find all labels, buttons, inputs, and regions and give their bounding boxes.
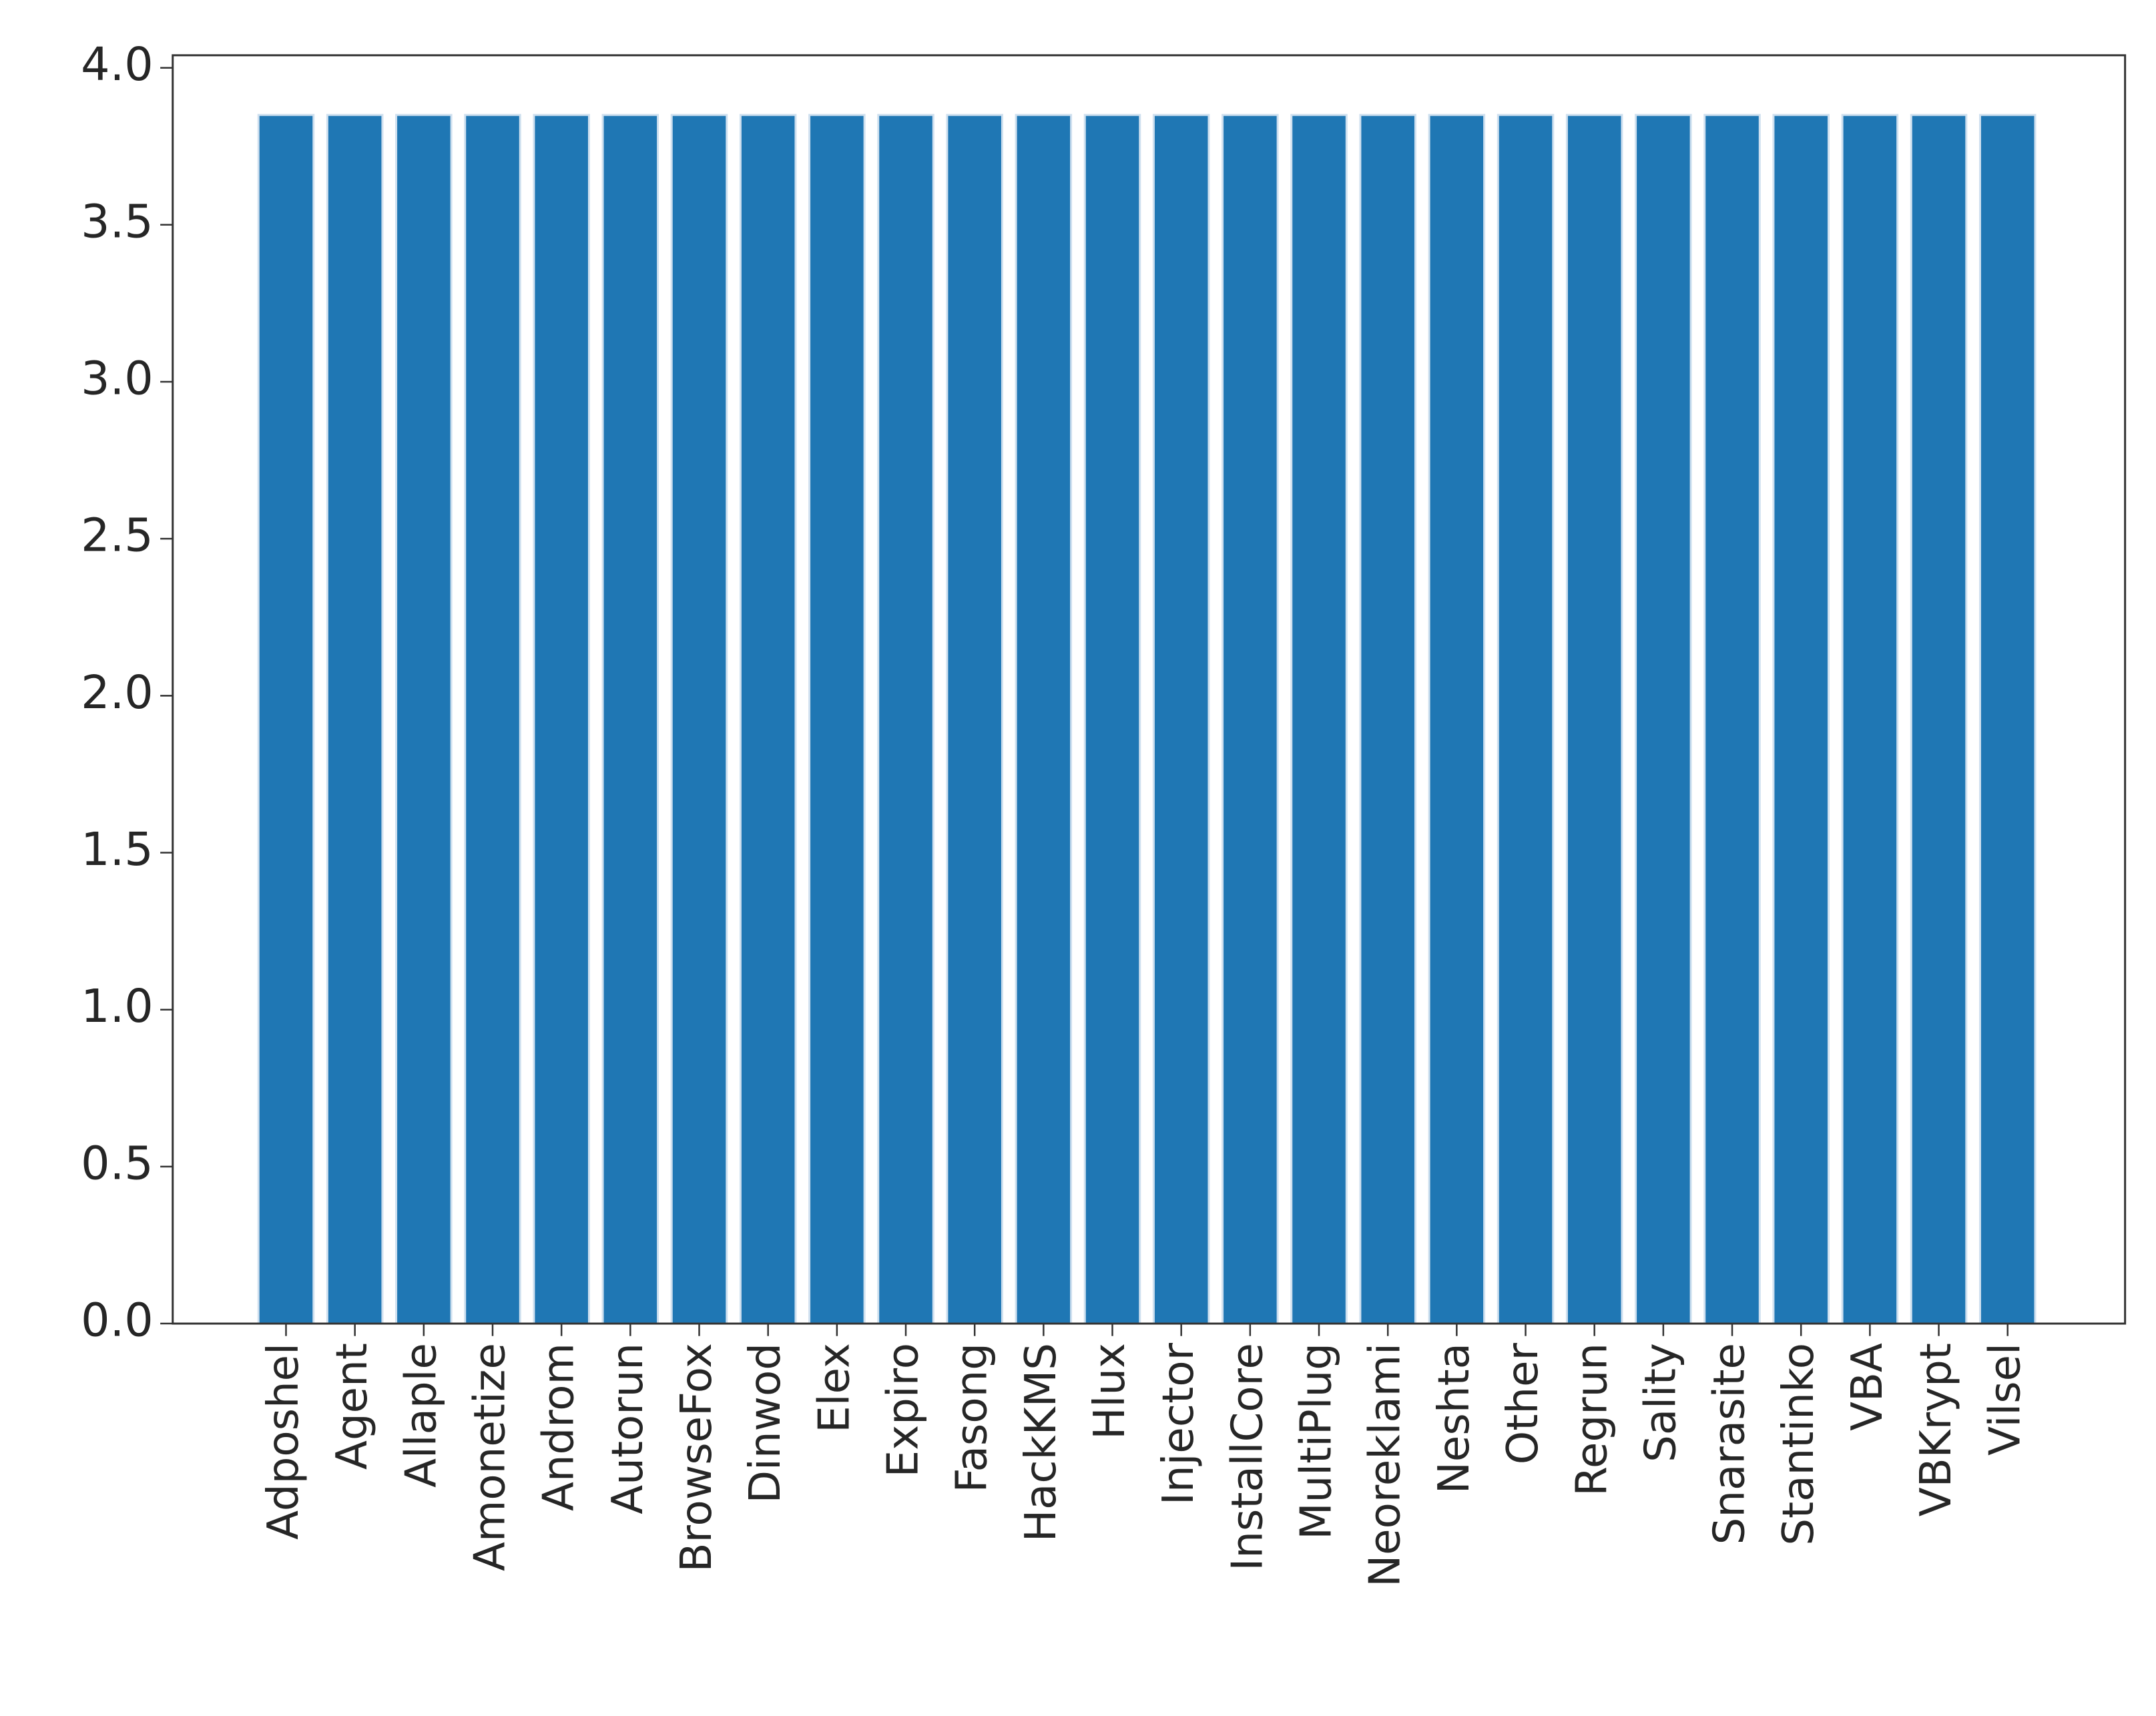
y-tick-label: 2.0 [81,667,154,720]
x-tick-label: Sality [1635,1343,1685,1462]
bar [1015,113,1073,1325]
y-tick-label: 0.0 [81,1295,154,1348]
x-tick-label: Other [1498,1342,1548,1464]
bar [1359,113,1416,1325]
x-tick-label: BrowseFox [671,1343,722,1572]
bar [1772,113,1830,1325]
bar [326,113,384,1325]
bar [1290,113,1348,1325]
x-tick-label: Neshta [1429,1343,1479,1494]
x-tick-label: MultiPlug [1292,1343,1342,1540]
x-tick-label: Snarasite [1705,1343,1755,1544]
bar [1428,113,1486,1325]
y-tick-label: 1.0 [81,980,154,1033]
x-tick-label: Regrun [1567,1343,1617,1496]
x-tick-label: Androm [534,1343,584,1511]
x-tick-label: Agent [327,1343,377,1470]
bar [1222,113,1279,1325]
bar [1978,113,2037,1325]
bar [1083,113,1141,1325]
y-tick-label: 2.5 [81,510,154,563]
bar [464,113,521,1325]
y-tick-label: 0.5 [81,1137,154,1190]
bar [1565,113,1623,1325]
x-tick-label: Elex [809,1343,859,1433]
x-tick-label: Fasong [947,1343,997,1492]
plot-frame [172,54,2127,1325]
x-tick-label: InstallCore [1222,1343,1272,1571]
x-tick-label: Autorun [603,1343,653,1514]
x-tick-label: Stantinko [1774,1343,1824,1546]
bar [601,113,659,1325]
bar [877,113,934,1325]
x-tick-label: Allaple [396,1343,446,1488]
bar [1635,113,1692,1325]
y-tick-label: 4.0 [81,39,154,91]
y-tick-label: 3.5 [81,196,154,248]
x-tick-label: Vilsel [1980,1343,2030,1456]
bar [1910,113,1968,1325]
y-tick-label: 3.0 [81,353,154,406]
bar [1497,113,1555,1325]
x-tick-label: HackKMS [1016,1343,1066,1542]
x-tick-label: Hlux [1085,1343,1135,1440]
bar [257,113,315,1325]
x-tick-label: Neoreklami [1360,1343,1410,1587]
bar [1841,113,1899,1325]
x-tick-label: VBA [1842,1343,1892,1431]
bar [1703,113,1761,1325]
x-tick-label: Expiro [878,1343,928,1477]
bar [670,113,728,1325]
bar [808,113,866,1325]
bar [1152,113,1210,1325]
bar [533,113,590,1325]
bar [739,113,797,1325]
x-tick-label: Amonetize [465,1343,515,1571]
x-tick-label: Adposhel [258,1343,308,1540]
x-tick-label: Dinwod [740,1343,790,1503]
bar [395,113,453,1325]
x-tick-label: VBKrypt [1911,1343,1961,1516]
y-tick-label: 1.5 [81,824,154,876]
bar [946,113,1003,1325]
x-tick-label: Injector [1153,1342,1203,1505]
